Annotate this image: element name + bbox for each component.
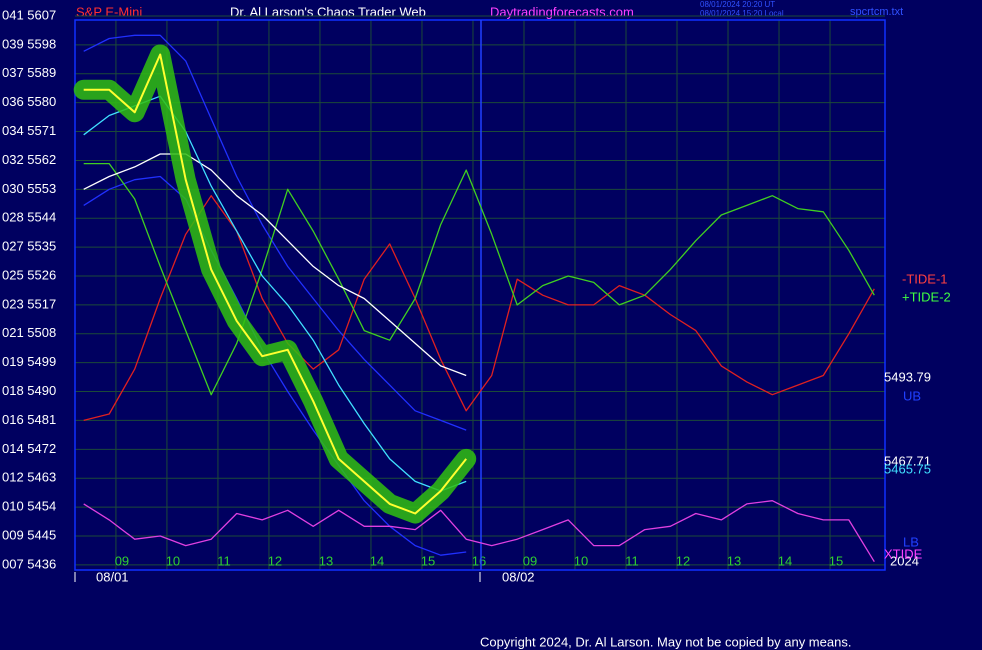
y-tick-label: 027 5535 <box>2 239 56 254</box>
series-line <box>83 153 467 377</box>
right-label: LB <box>903 534 919 549</box>
y-tick-label: 009 5445 <box>2 527 56 542</box>
right-label: 5493.79 <box>884 369 931 384</box>
timestamp: 08/01/2024 15:20 Local <box>700 9 784 18</box>
x-tick-label: 12 <box>268 553 282 568</box>
y-tick-label: 032 5562 <box>2 152 56 167</box>
instrument: S&P E-Mini <box>76 4 142 19</box>
right-label: 5465.75 <box>884 461 931 476</box>
series-line <box>83 175 467 556</box>
timestamp: 08/01/2024 20:20 UT <box>700 0 775 9</box>
copyright: Copyright 2024, Dr. Al Larson. May not b… <box>480 634 851 649</box>
x-tick-label: 11 <box>217 553 231 568</box>
x-tick-label: 13 <box>319 553 333 568</box>
y-tick-label: 025 5526 <box>2 267 56 282</box>
y-tick-label: 028 5544 <box>2 210 56 225</box>
y-tick-label: 036 5580 <box>2 94 56 109</box>
series-line <box>83 34 467 431</box>
series-line <box>83 53 467 515</box>
site: Daytradingforecasts.com <box>490 4 634 19</box>
y-tick-label: 012 5463 <box>2 470 56 485</box>
plot-frame <box>74 19 886 571</box>
chart-title: Dr. Al Larson's Chaos Trader Web <box>230 4 426 19</box>
y-tick-label: 039 5598 <box>2 36 56 51</box>
right-label: 5467.71 <box>884 453 931 468</box>
date-label: 08/01 <box>96 569 129 584</box>
file-name: spcrtcm.txt <box>850 6 903 18</box>
x-tick-label: 10 <box>574 553 588 568</box>
x-tick-label: 14 <box>370 553 384 568</box>
year: 2024 <box>890 553 919 568</box>
x-tick-label: 09 <box>115 553 129 568</box>
right-label: XTIDE <box>884 546 923 561</box>
x-tick-label: 15 <box>829 553 843 568</box>
y-tick-label: 037 5589 <box>2 65 56 80</box>
y-tick-label: 010 5454 <box>2 499 56 514</box>
x-tick-label: 13 <box>727 553 741 568</box>
x-tick-label: 10 <box>166 553 180 568</box>
y-tick-label: 007 5436 <box>2 556 56 571</box>
y-tick-label: 021 5508 <box>2 325 56 340</box>
series-line <box>83 162 875 396</box>
date-label: 08/02 <box>502 569 535 584</box>
y-tick-label: 018 5490 <box>2 383 56 398</box>
right-label: +TIDE-2 <box>902 289 951 304</box>
y-tick-label: 030 5553 <box>2 181 56 196</box>
right-label: UB <box>903 388 921 403</box>
y-tick-label: 023 5517 <box>2 296 56 311</box>
x-tick-label: 12 <box>676 553 690 568</box>
x-tick-label: 09 <box>523 553 537 568</box>
y-tick-label: 034 5571 <box>2 123 56 138</box>
y-tick-label: 016 5481 <box>2 412 56 427</box>
x-tick-label: 16 <box>472 553 486 568</box>
x-tick-label: 15 <box>421 553 435 568</box>
series-line <box>83 195 875 422</box>
series-line <box>83 500 875 563</box>
right-label: -TIDE-1 <box>902 271 948 286</box>
y-tick-label: 014 5472 <box>2 441 56 456</box>
y-tick-label: 019 5499 <box>2 354 56 369</box>
x-tick-label: 14 <box>778 553 792 568</box>
x-tick-label: 11 <box>625 553 639 568</box>
y-tick-label: 041 5607 <box>2 7 56 22</box>
